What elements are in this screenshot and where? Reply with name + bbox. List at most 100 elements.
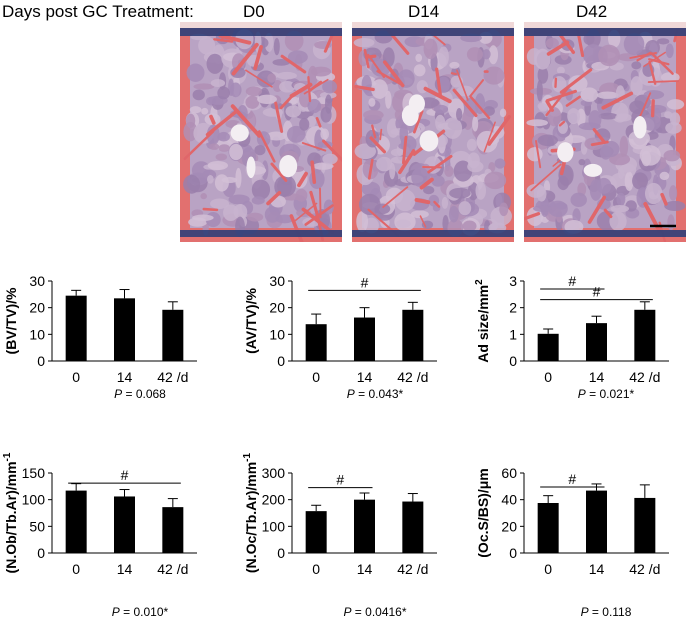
marrow-cell-cluster [599,145,612,160]
y-tick-label: 100 [262,518,286,534]
trabecula [546,40,570,56]
marrow-cell-cluster [312,162,334,170]
trabecula [301,142,327,152]
marrow-cell-cluster [668,185,678,201]
x-category-label: 42 /d [397,369,428,385]
trabecula [382,186,409,208]
y-tick-label: 50 [29,518,45,534]
y-tick-label: 0 [277,545,285,561]
trabecula [379,128,383,141]
x-category-label: 42 /d [397,561,428,577]
marrow-cell-cluster [310,66,332,77]
x-category-label: 14 [357,369,373,385]
trabecula [202,207,219,212]
marrow-cell-cluster [221,177,238,184]
panel-label-d14: D14 [408,2,440,21]
marrow-cell-cluster [251,179,271,200]
chart-n-ob-tb-ar: (N.Ob/Tb.Ar)/mm-1 0 50 100 150 0 14 42 /d # [0,452,230,585]
p-value-ad-size: P = 0.021* [577,387,635,401]
marrow-cell-cluster [354,143,376,160]
trabecula [309,190,320,219]
marrow-cell-cluster [484,171,507,190]
marrow-cell-cluster [287,50,308,64]
marrow-cell-cluster [624,171,634,191]
significance-mark: # [361,274,369,290]
y-tick-label: 30 [29,273,45,289]
x-category-label: 0 [312,369,320,385]
marrow-cell-cluster [423,38,438,60]
y-tick-label: 1 [509,326,517,342]
marrow-cell-cluster [482,49,491,60]
y-tick-label: 300 [262,465,286,481]
x-category-label: 42 /d [157,369,188,385]
marrow-cell-cluster [394,109,402,120]
marrow-cell-cluster [320,106,332,123]
marrow-cell-cluster [476,130,498,153]
bar-0 [305,324,327,361]
marrow-cell-cluster [217,131,230,142]
marrow-cell-cluster [596,177,612,194]
trabecula [301,207,335,235]
marrow-cell-cluster [431,175,445,187]
marrow-cell-cluster [416,80,429,94]
marrow-cell-cluster [623,33,645,55]
chart-n-oc-tb-ar: (N.Oc/Tb.Ar)/mm-1 0 100 200 300 0 14 42 /d # [240,453,460,585]
marrow-cell-cluster [615,113,632,122]
marrow-cell-cluster [410,210,429,219]
trabecula [587,195,607,224]
trabecula [603,208,613,219]
significance-mark: # [336,472,344,488]
marrow-cell-cluster [356,211,369,233]
trabecula [435,67,442,96]
bar-0 [65,295,87,361]
histology-image-d42 [524,22,686,242]
x-category-label: 42 /d [157,561,188,577]
marrow-cell-cluster [376,156,393,172]
marrow-cell-cluster [251,196,265,205]
trabecula [205,109,239,137]
trabecula [274,101,284,133]
growth-plate-bottom [524,230,686,237]
marrow-cell-cluster [206,53,224,74]
y-tick-label: 30 [269,273,285,289]
trabecula [398,149,416,175]
growth-plate-top [352,28,514,36]
marrow-cell-cluster [441,196,449,209]
chart-oc-s-bs: (Oc.S/BS)/μm 0 20 40 60 0 14 42 /d # [472,460,692,585]
bar-2 [402,309,424,361]
trabecula [310,160,317,184]
x-category-label: 0 [72,561,80,577]
marrow-cell-cluster [572,208,581,224]
marrow-cell-cluster [458,201,472,216]
marrow-cell-cluster [267,73,277,83]
bar-2 [634,309,656,361]
trabecula [231,42,259,76]
trabecula [213,38,234,43]
marrow-cell-cluster [456,108,463,121]
marrow-cell-cluster [472,116,479,132]
adipocyte [419,130,439,152]
bar-1 [586,490,607,553]
y-axis-label: (N.Ob/Tb.Ar)/mm-1 [2,452,19,573]
marrow-cell-cluster [609,211,627,231]
marrow-cell-cluster [192,89,205,101]
significance-mark: # [593,284,601,300]
marrow-cell-cluster [534,48,551,70]
marrow-cell-cluster [413,64,426,77]
trabecula [419,215,427,228]
trabecula [636,51,652,62]
marrow-cell-cluster [435,114,446,132]
trabecula [363,48,370,69]
bar-1 [354,499,375,553]
marrow-cell-cluster [568,75,588,92]
marrow-cell-cluster [556,66,565,75]
p-value-bv-tv: P = 0.068 [114,387,166,401]
trabecula [648,60,657,85]
marrow-cell-cluster [200,193,208,200]
marrow-cell-cluster [663,149,681,162]
marrow-cell-cluster [659,171,670,181]
trabecula [637,92,652,121]
marrow-cell-cluster [192,214,214,222]
trabecula [279,96,292,110]
marrow-cell-cluster [215,153,228,161]
